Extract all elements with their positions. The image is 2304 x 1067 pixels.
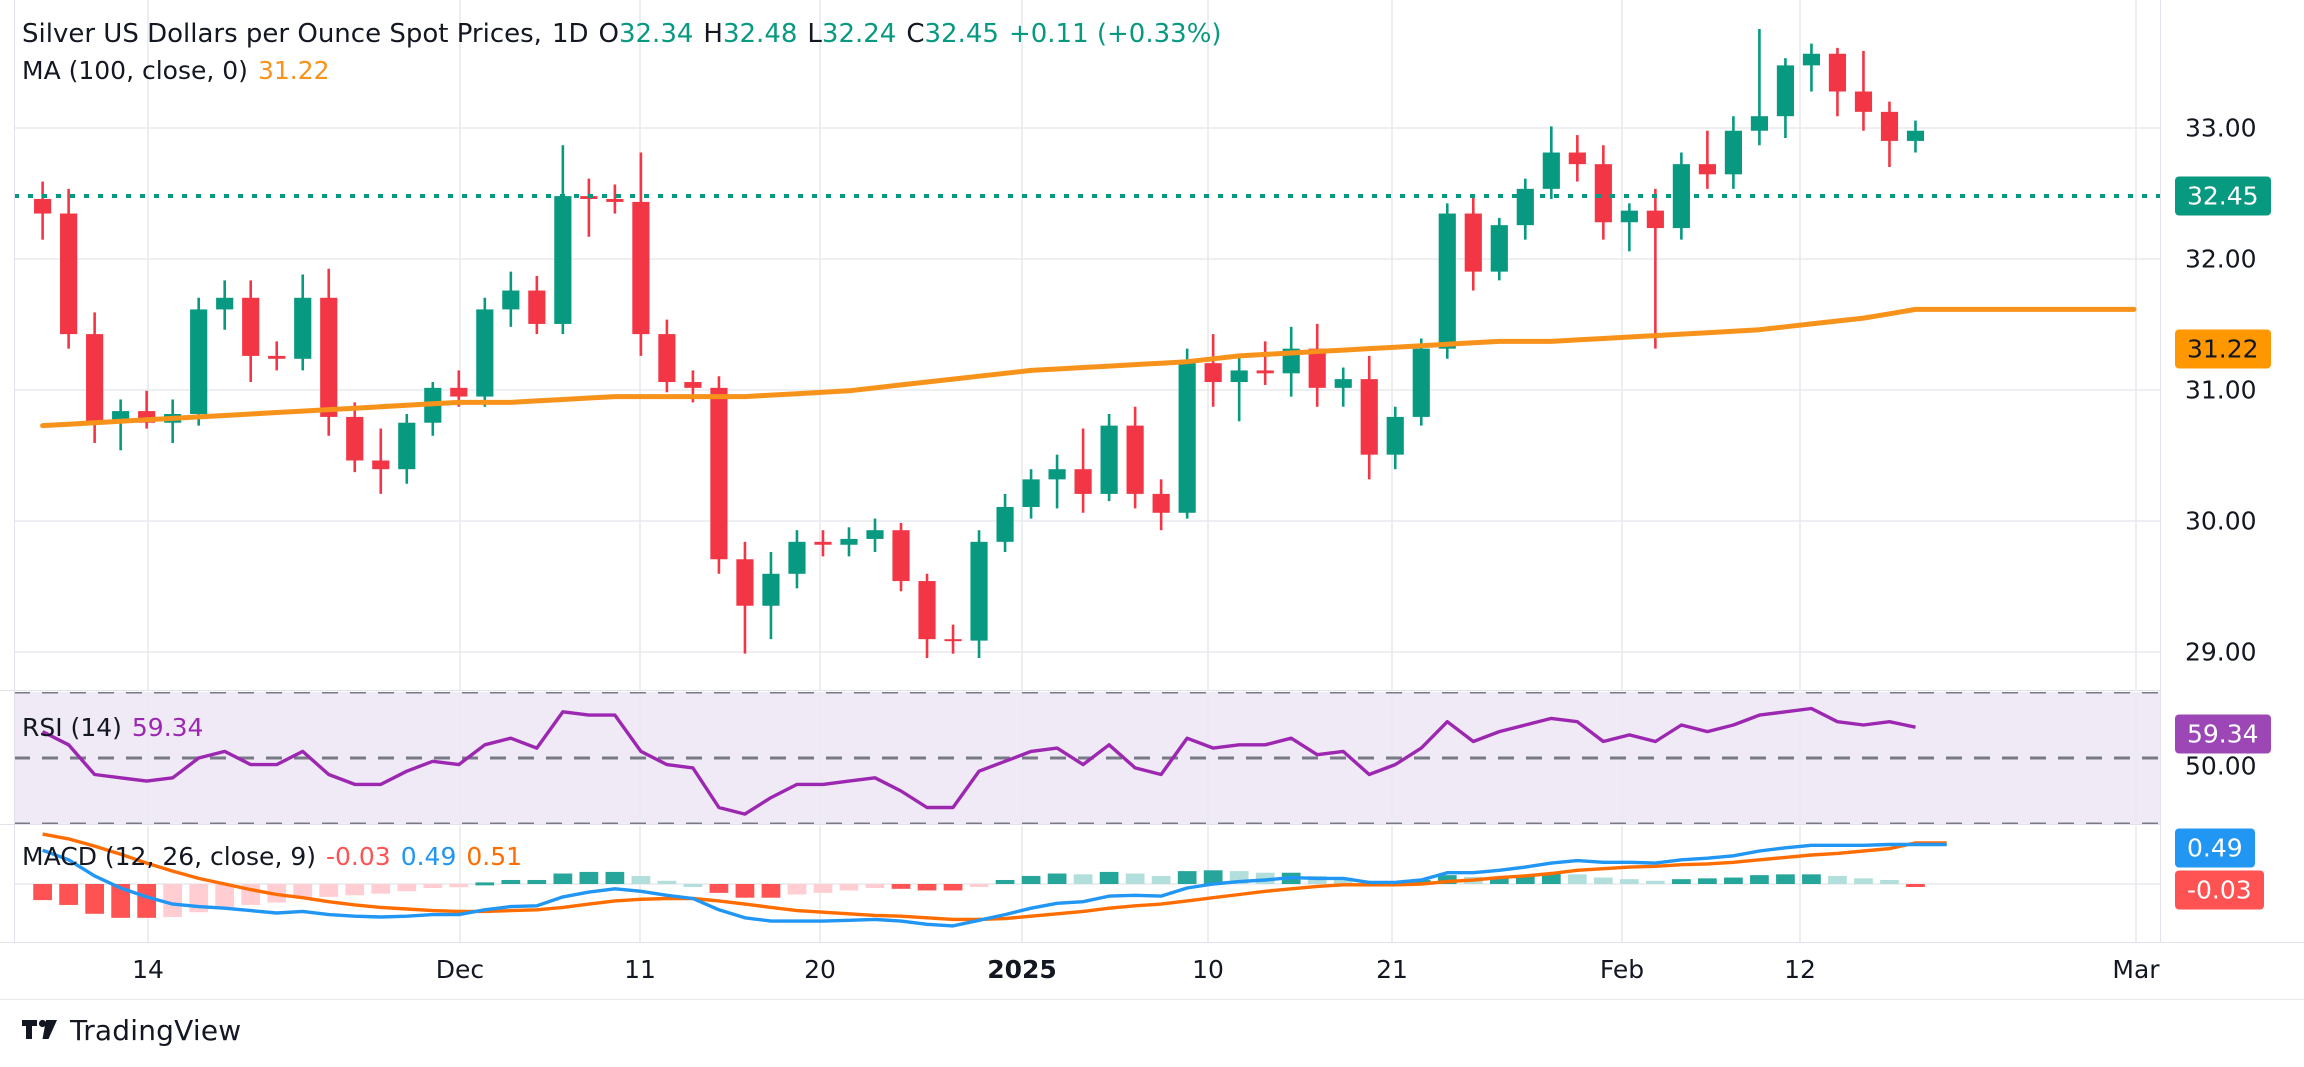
macd-chart-canvas[interactable] <box>0 826 2160 942</box>
time-axis-label: 2025 <box>987 955 1057 984</box>
pane-divider-2 <box>0 824 2304 825</box>
axis-value-badge[interactable]: 59.34 <box>2175 714 2271 754</box>
rsi-chart-canvas[interactable] <box>0 692 2160 824</box>
price-chart-canvas[interactable] <box>0 0 2160 690</box>
macd-pane[interactable] <box>0 826 2160 942</box>
rsi-pane[interactable] <box>0 692 2160 824</box>
tradingview-logo[interactable]: TradingView <box>22 1014 241 1047</box>
time-axis[interactable]: 14 Dec 11 20 2025 10 21 Feb 12 Mar <box>0 943 2304 999</box>
time-axis-label: 21 <box>1376 955 1408 984</box>
axis-value-badge[interactable]: 31.22 <box>2175 329 2271 369</box>
time-axis-label: 20 <box>804 955 836 984</box>
time-axis-label: 14 <box>132 955 164 984</box>
axis-value-badge[interactable]: 0.49 <box>2175 828 2255 868</box>
tradingview-mark-icon <box>22 1019 57 1039</box>
time-axis-label: 11 <box>624 955 656 984</box>
chart-left-border <box>14 0 15 1066</box>
time-axis-label: Feb <box>1599 955 1645 984</box>
price-axis[interactable]: 33.00 32.00 31.00 30.00 29.00 32.45 31.22 59.34… <box>2160 0 2304 942</box>
price-axis-label: 33.00 <box>2185 113 2257 143</box>
price-axis-label: 29.00 <box>2185 637 2257 667</box>
pane-divider-3 <box>0 942 2304 943</box>
price-axis-label: 30.00 <box>2185 506 2257 536</box>
price-axis-label: 31.00 <box>2185 375 2257 405</box>
rsi-axis-midlabel: 50.00 <box>2185 751 2257 781</box>
tradingview-wordmark: TradingView <box>70 1014 242 1047</box>
time-axis-label: Mar <box>2112 955 2160 984</box>
axis-value-badge[interactable]: 32.45 <box>2175 176 2271 216</box>
axis-value-badge[interactable]: -0.03 <box>2175 870 2264 910</box>
price-axis-label: 32.00 <box>2185 244 2257 274</box>
pane-divider-1 <box>0 690 2304 691</box>
time-axis-label: 10 <box>1192 955 1224 984</box>
price-pane[interactable] <box>0 0 2160 690</box>
footer-bar: TradingView <box>0 999 2304 1067</box>
time-axis-label: Dec <box>435 955 485 984</box>
time-axis-label: 12 <box>1784 955 1816 984</box>
